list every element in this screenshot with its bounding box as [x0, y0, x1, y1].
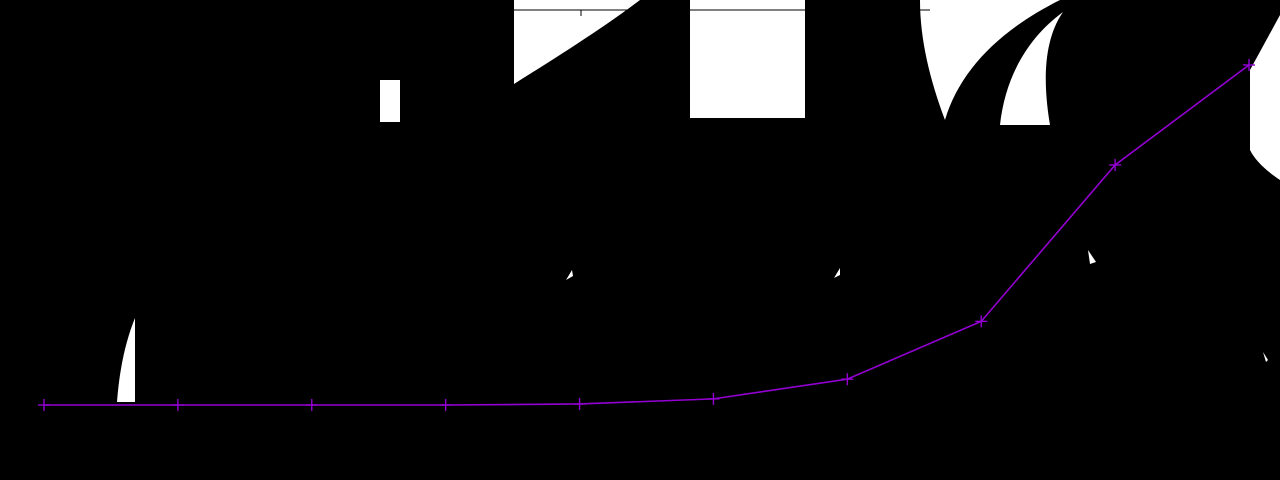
data-point	[707, 392, 720, 405]
background-artifacts	[117, 0, 1280, 402]
artifact-right-arc	[1000, 12, 1063, 125]
data-point	[1243, 59, 1255, 71]
artifact-right-edge	[1250, 15, 1280, 180]
artifact-small-tick-4	[1263, 352, 1268, 362]
artifact-small-tick-2	[834, 268, 840, 278]
plot-area	[38, 9, 1255, 411]
artifact-top-right-sweep	[920, 0, 1060, 120]
artifact-top-band	[514, 0, 640, 84]
data-point	[975, 315, 988, 328]
data-point	[171, 399, 184, 411]
series-line-1	[44, 64, 1250, 406]
data-point	[573, 397, 586, 410]
data-point	[841, 373, 854, 386]
data-point	[439, 399, 452, 411]
artifact-small-tick-1	[566, 270, 573, 280]
artifact-mid-left-block	[380, 80, 400, 122]
artifact-top-band-right	[690, 0, 805, 118]
artifact-left-arc	[117, 318, 135, 402]
data-point	[1109, 158, 1122, 171]
data-point	[38, 399, 50, 411]
artifact-small-tick-3	[1088, 250, 1096, 264]
data-point	[305, 399, 318, 411]
